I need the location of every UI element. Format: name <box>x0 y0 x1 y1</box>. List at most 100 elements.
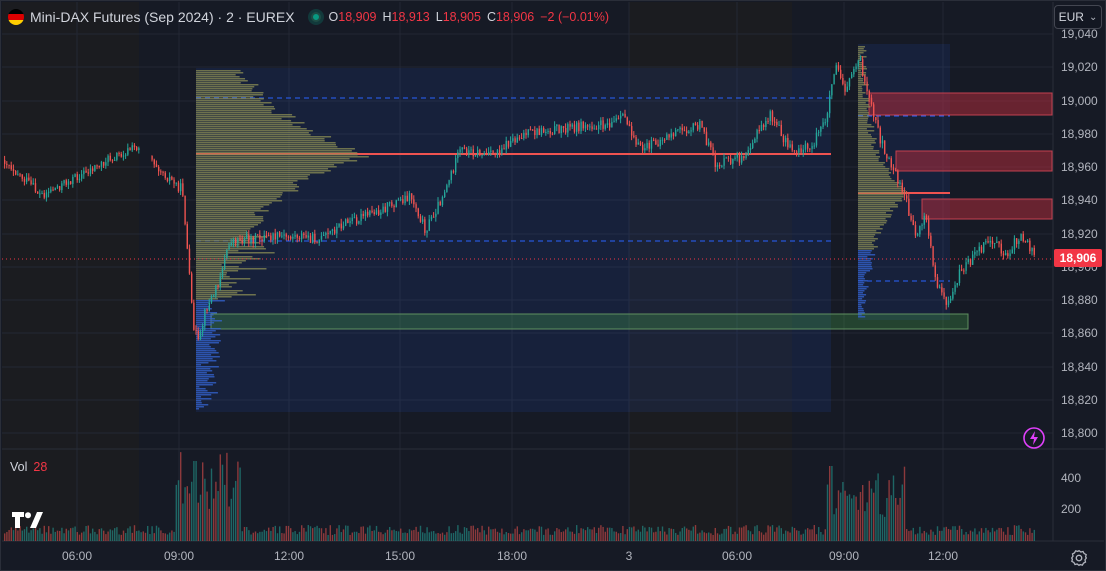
candle-body <box>802 149 804 153</box>
candle-body <box>85 170 87 173</box>
candle-body <box>910 215 912 220</box>
profile-bar <box>196 70 241 72</box>
open-value: 18,909 <box>338 10 377 24</box>
volume-bar <box>578 533 580 541</box>
profile-bar <box>858 92 866 94</box>
volume-bar <box>851 498 853 541</box>
profile-bar <box>196 272 227 274</box>
candle-body <box>895 170 897 172</box>
demand-zone <box>210 313 969 330</box>
profile-bar <box>196 218 264 220</box>
candle-body <box>947 300 950 305</box>
volume-bar <box>747 530 749 541</box>
volume-bar <box>653 532 655 541</box>
profile-bar <box>196 288 219 290</box>
volume-bar <box>895 497 897 541</box>
volume-bar <box>890 495 892 541</box>
volume-bar <box>672 529 675 541</box>
volume-bar <box>364 533 367 541</box>
candle-body <box>371 210 373 213</box>
candle-body <box>336 226 338 234</box>
candle-body <box>507 140 510 147</box>
volume-bar <box>472 525 474 541</box>
volume-legend[interactable]: Vol 28 <box>10 460 47 474</box>
volume-bar <box>976 534 978 541</box>
volume-bar <box>173 531 175 541</box>
volume-bar <box>536 531 538 541</box>
profile-bar <box>196 250 239 252</box>
candle-body <box>463 147 466 149</box>
volume-bar <box>527 530 529 541</box>
volume-bar <box>804 529 807 541</box>
candle-body <box>127 148 129 155</box>
volume-bar <box>492 529 494 541</box>
volume-bar <box>732 534 734 541</box>
volume-bar <box>831 466 833 541</box>
candle-body <box>655 140 657 145</box>
candle-body <box>613 120 615 122</box>
volume-bar <box>1024 532 1027 541</box>
candle-body <box>125 154 127 156</box>
symbol-title[interactable]: Mini-DAX Futures (Sep 2024) · 2 · EUREX <box>30 9 295 25</box>
volume-bar <box>510 533 512 541</box>
volume-bar <box>26 526 28 541</box>
candle-body <box>474 155 477 157</box>
profile-bar <box>196 82 241 84</box>
candle-body <box>166 177 169 182</box>
profile-bar <box>858 276 864 278</box>
candle-body <box>734 157 736 159</box>
candle-body <box>536 128 538 136</box>
volume-bar <box>415 526 417 541</box>
candle-body <box>26 177 28 182</box>
profile-bar <box>196 284 229 286</box>
profile-bar <box>196 196 281 198</box>
candle-body <box>450 171 452 181</box>
candle-body <box>74 174 76 177</box>
volume-bar <box>180 452 182 541</box>
volume-bar <box>129 526 131 541</box>
volume-bar <box>710 533 712 541</box>
lightning-alert-icon[interactable] <box>1022 426 1046 450</box>
tradingview-logo-icon[interactable] <box>12 512 44 530</box>
candle-body <box>884 140 886 154</box>
volume-bar <box>268 527 270 541</box>
candle-body <box>197 331 199 340</box>
profile-bar <box>858 186 903 188</box>
candle-body <box>100 161 103 167</box>
candle-body <box>846 86 848 92</box>
profile-bar <box>196 140 325 142</box>
volume-bar <box>961 529 963 541</box>
volume-bar <box>186 486 188 541</box>
profile-bar <box>858 178 892 180</box>
candle-body <box>131 145 133 151</box>
volume-bar <box>133 525 136 541</box>
candle-body <box>1018 240 1020 244</box>
profile-bar <box>196 358 213 360</box>
volume-bar <box>877 473 879 541</box>
profile-bar <box>196 182 294 184</box>
volume-bar <box>996 529 998 541</box>
volume-bar <box>873 492 875 541</box>
candle-body <box>173 179 175 184</box>
gear-icon[interactable] <box>1068 547 1090 569</box>
volume-bar <box>690 530 692 541</box>
profile-bar <box>858 52 864 54</box>
candle-body <box>65 180 67 185</box>
profile-bar <box>858 232 882 234</box>
profile-bar <box>858 310 864 312</box>
volume-bar <box>670 528 672 541</box>
currency-selector[interactable]: EUR ⌄ <box>1054 5 1102 29</box>
profile-bar <box>196 176 308 178</box>
volume-bar <box>752 534 754 541</box>
volume-bar <box>523 529 525 541</box>
candle-body <box>954 285 956 292</box>
volume-bar <box>257 533 259 541</box>
profile-bar <box>858 184 898 186</box>
candle-body <box>21 174 23 179</box>
symbol-legend[interactable]: Mini-DAX Futures (Sep 2024) · 2 · EUREX … <box>8 7 609 27</box>
candle-body <box>558 124 560 134</box>
candle-body <box>483 152 485 155</box>
profile-bar <box>196 198 277 200</box>
profile-bar <box>196 262 242 264</box>
